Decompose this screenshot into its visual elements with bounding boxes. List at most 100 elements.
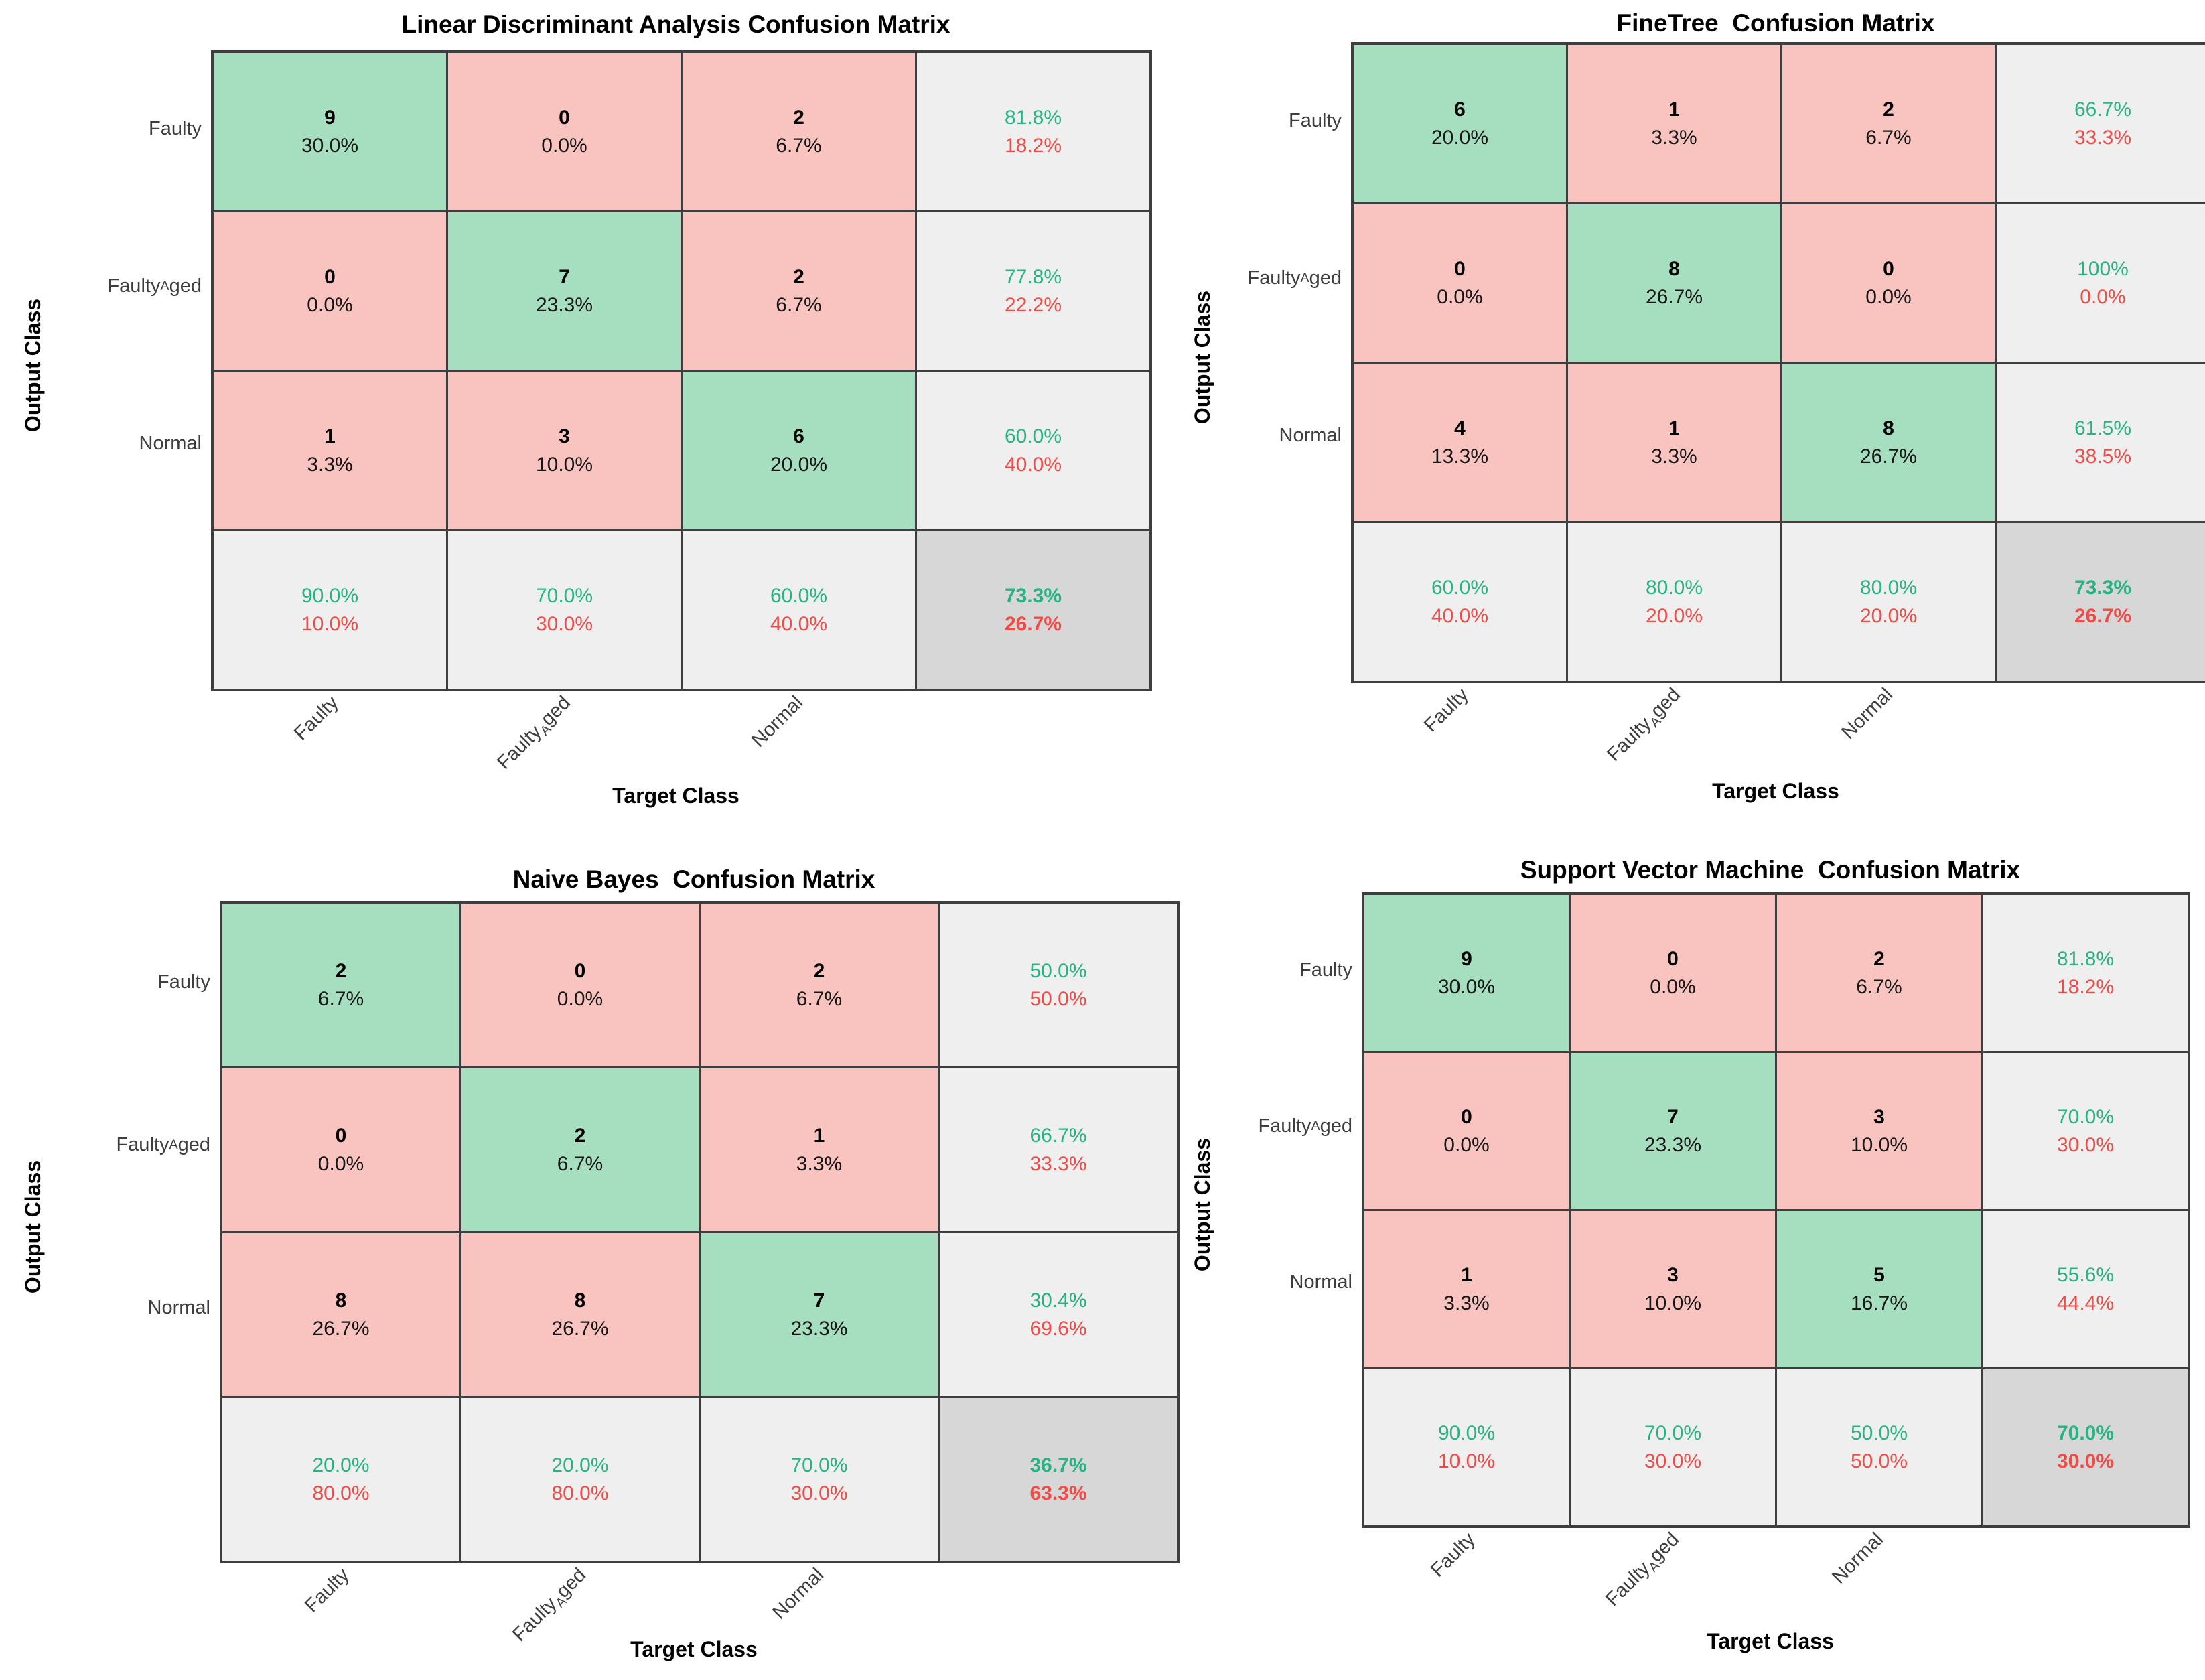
summary-positive: 66.7% xyxy=(2074,98,2132,121)
cell-percent: 3.3% xyxy=(796,1153,843,1175)
summary-positive: 50.0% xyxy=(1029,960,1087,982)
summary-negative: 44.4% xyxy=(2056,1292,2115,1314)
cell-faulty-normal: 2 6.7% xyxy=(1777,895,1981,1051)
cell-count: 4 xyxy=(1454,417,1466,439)
cell-normal-faulty: 4 13.3% xyxy=(1354,364,1566,521)
x-axis-title: Target Class xyxy=(612,784,739,808)
cell-faultyaged-faultyaged: 7 23.3% xyxy=(1571,1053,1775,1209)
cell-count: 2 xyxy=(574,1125,586,1147)
cell-percent: 26.7% xyxy=(1859,445,1918,468)
summary-negative: 10.0% xyxy=(1437,1450,1496,1472)
cell-count: 0 xyxy=(324,266,336,288)
row-label-text: Normal xyxy=(1289,1271,1352,1293)
cell-count: 9 xyxy=(324,107,336,129)
cell-normal-normal: 6 20.0% xyxy=(683,372,915,529)
cell-count: 8 xyxy=(1883,417,1894,439)
cell-faultyaged-normal: 0 0.0% xyxy=(1782,204,1995,362)
cell-percent: 0.0% xyxy=(1437,286,1483,308)
row-summary-faulty: 81.8% 18.2% xyxy=(1983,895,2188,1051)
cell-normal-faultyaged: 3 10.0% xyxy=(1571,1211,1775,1367)
tick-label-faulty: Faulty xyxy=(1419,684,1473,737)
summary-negative: 40.0% xyxy=(1431,605,1489,627)
row-label-text: Faulty xyxy=(1258,1115,1311,1137)
cell-count: 0 xyxy=(559,107,570,129)
tick-label-faulty: Faulty xyxy=(301,1564,354,1617)
summary-positive: 70.0% xyxy=(535,585,593,607)
cell-count: 3 xyxy=(1873,1106,1885,1128)
row-summary-normal: 30.4% 69.6% xyxy=(940,1233,1177,1396)
row-summary-faulty-aged: 100% 0.0% xyxy=(1997,204,2205,362)
summary-negative: 30.0% xyxy=(1644,1450,1702,1472)
cell-percent: 6.7% xyxy=(1865,127,1912,149)
cell-count: 1 xyxy=(1461,1264,1472,1286)
summary-negative: 40.0% xyxy=(1004,453,1062,476)
tick-label-faulty-aged: FaultyAged xyxy=(1603,684,1685,766)
overall-accuracy: 70.0% xyxy=(2056,1422,2115,1444)
confusion-matrix-grid: 6 20.0% 1 3.3% 2 6.7% 66.7% 33.3% 0 0.0% 8 26.… xyxy=(1351,42,2205,683)
cell-normal-faultyaged: 3 10.0% xyxy=(448,372,681,529)
panel-naive-bayes: Naive Bayes Confusion Matrix Output Clas… xyxy=(0,840,1180,1680)
row-label-normal: Normal xyxy=(1169,1204,1352,1360)
cell-count: 7 xyxy=(1667,1106,1679,1128)
row-label-text: ged xyxy=(1309,267,1342,289)
cell-normal-normal: 7 23.3% xyxy=(701,1233,938,1396)
row-summary-normal: 55.6% 44.4% xyxy=(1983,1211,2188,1367)
tick-label-faulty-aged: FaultyAged xyxy=(493,692,575,774)
summary-negative: 40.0% xyxy=(770,613,828,635)
tick-label-normal: Normal xyxy=(748,692,808,752)
row-label-subscript: A xyxy=(169,1137,178,1152)
row-label-faulty: Faulty xyxy=(1169,892,1352,1048)
cell-normal-faulty: 8 26.7% xyxy=(222,1233,459,1396)
cell-faulty-faulty: 6 20.0% xyxy=(1354,45,1566,202)
col-summary-faulty-aged: 70.0% 30.0% xyxy=(448,531,681,689)
cell-percent: 0.0% xyxy=(1650,976,1696,998)
x-tick-labels: Faulty FaultyAged Normal xyxy=(1362,1523,1975,1644)
summary-negative: 69.6% xyxy=(1029,1318,1087,1340)
cell-count: 2 xyxy=(335,960,347,982)
cell-percent: 0.0% xyxy=(317,1153,364,1175)
summary-positive: 70.0% xyxy=(790,1454,848,1476)
row-label-faulty: Faulty xyxy=(0,901,210,1064)
panel-support-vector-machine: Support Vector Machine Confusion Matrix … xyxy=(1169,840,2205,1680)
summary-positive: 90.0% xyxy=(301,585,359,607)
row-label-subscript: A xyxy=(1300,271,1309,285)
summary-negative: 0.0% xyxy=(2080,286,2126,308)
row-label-text: Faulty xyxy=(157,971,210,993)
overall-accuracy: 73.3% xyxy=(2074,577,2132,599)
cell-normal-normal: 8 26.7% xyxy=(1782,364,1995,521)
col-summary-faulty: 90.0% 10.0% xyxy=(1364,1369,1569,1525)
cell-count: 0 xyxy=(574,960,586,982)
tick-normal: Normal xyxy=(1770,1523,1975,1644)
overall-error: 63.3% xyxy=(1029,1482,1087,1504)
cell-percent: 0.0% xyxy=(1865,286,1912,308)
col-summary-faulty-aged: 70.0% 30.0% xyxy=(1571,1369,1775,1525)
overall-error: 26.7% xyxy=(1004,613,1062,635)
cell-faulty-normal: 2 6.7% xyxy=(683,53,915,210)
row-label-normal: Normal xyxy=(1169,357,1342,514)
cell-percent: 6.7% xyxy=(1856,976,1902,998)
overall-accuracy: 36.7% xyxy=(1029,1454,1087,1476)
summary-positive: 66.7% xyxy=(1029,1125,1087,1147)
summary-positive: 55.6% xyxy=(2056,1264,2115,1286)
confusion-matrix-grid: 9 30.0% 0 0.0% 2 6.7% 81.8% 18.2% 0 0.0% 7 23.… xyxy=(211,50,1152,691)
chart-title: Support Vector Machine Confusion Matrix xyxy=(1520,856,2021,884)
cell-percent: 20.0% xyxy=(770,453,828,476)
summary-negative: 33.3% xyxy=(2074,127,2132,149)
row-summary-faulty: 50.0% 50.0% xyxy=(940,904,1177,1066)
summary-positive: 70.0% xyxy=(2056,1106,2115,1128)
row-label-text: Normal xyxy=(1279,425,1342,446)
col-summary-faulty-aged: 80.0% 20.0% xyxy=(1568,523,1780,681)
cell-normal-normal: 5 16.7% xyxy=(1777,1211,1981,1367)
cell-faulty-faulty: 9 30.0% xyxy=(214,53,446,210)
cell-percent: 30.0% xyxy=(1437,976,1496,998)
tick-label-faulty: Faulty xyxy=(289,692,343,745)
cell-faulty-faulty: 9 30.0% xyxy=(1364,895,1569,1051)
row-label-normal: Normal xyxy=(0,1227,210,1389)
summary-positive: 61.5% xyxy=(2074,417,2132,439)
cell-faulty-faultyaged: 0 0.0% xyxy=(1571,895,1775,1051)
chart-title: Naive Bayes Confusion Matrix xyxy=(512,865,875,893)
